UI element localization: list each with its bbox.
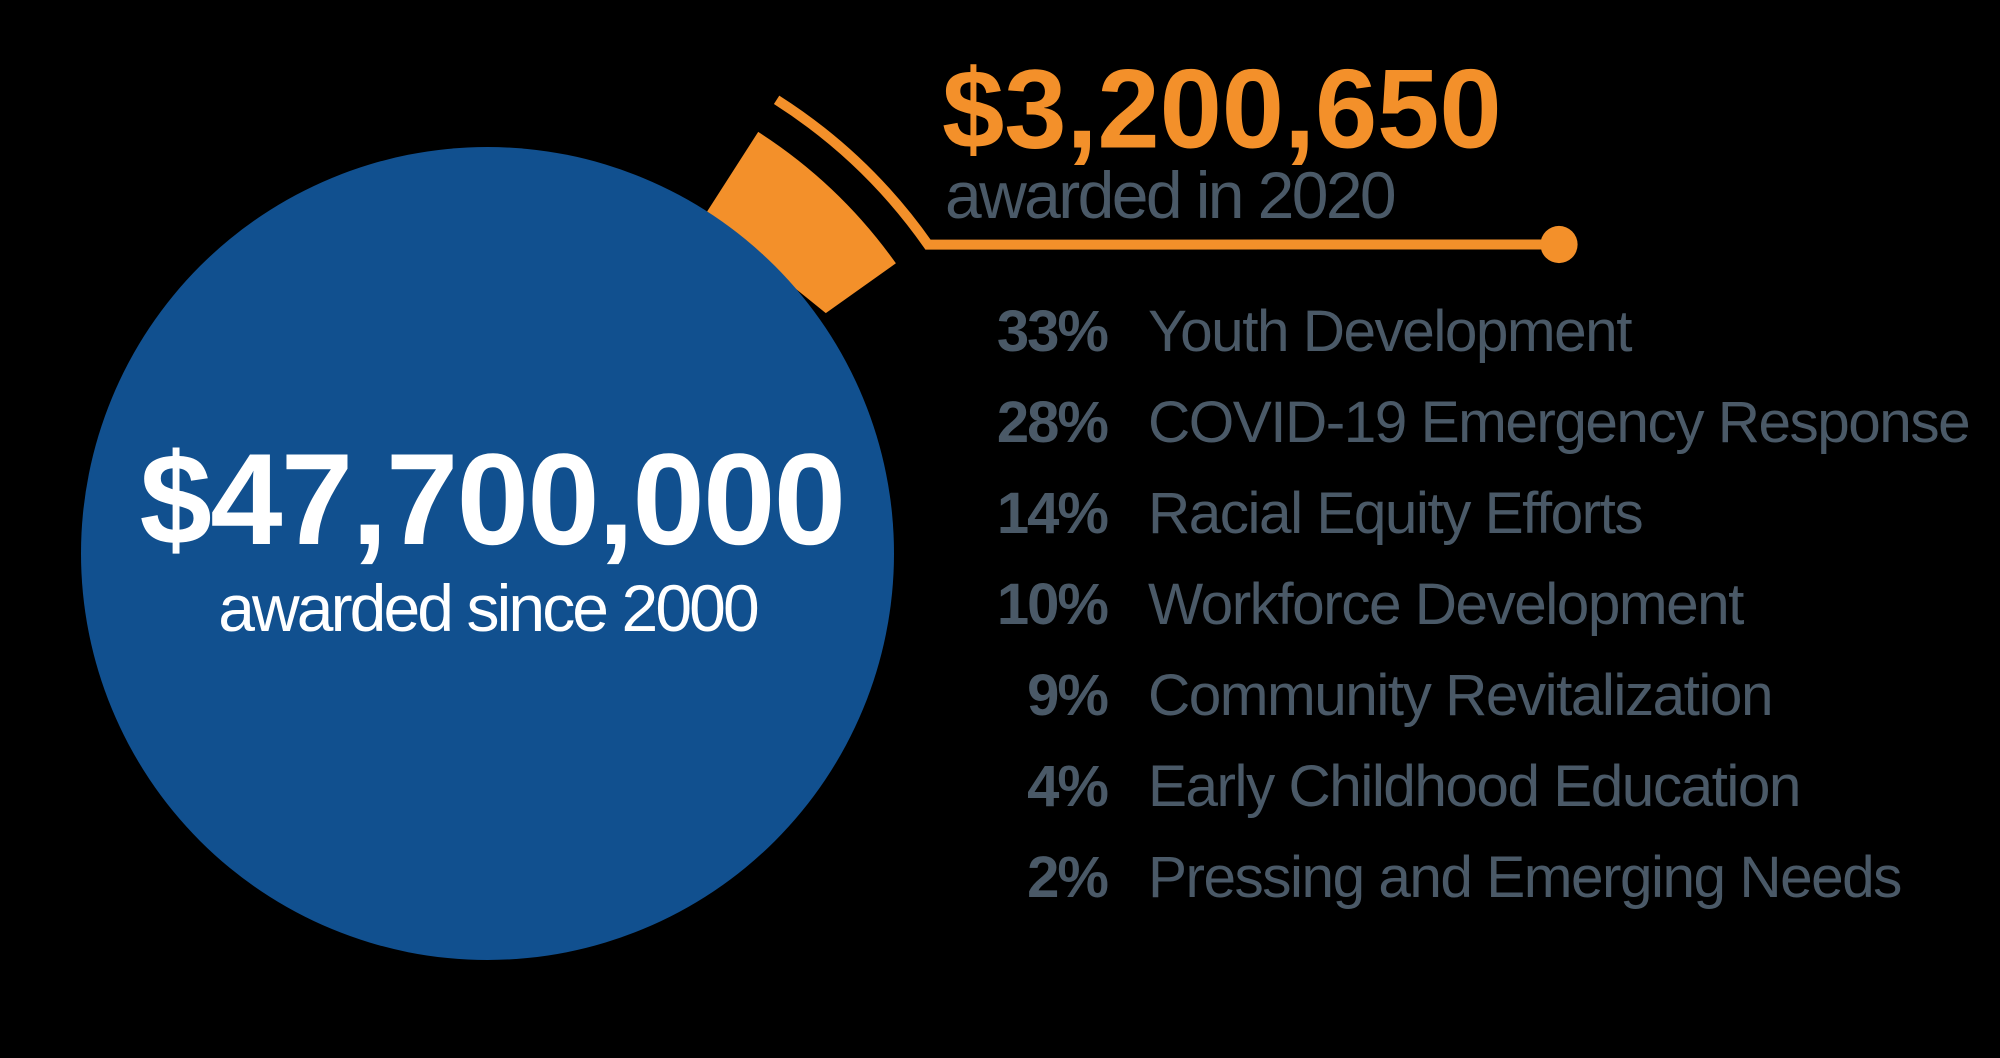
svg-text:14%: 14% xyxy=(997,481,1109,546)
svg-text:28%: 28% xyxy=(997,390,1109,455)
svg-text:$3,200,650: $3,200,650 xyxy=(942,47,1502,172)
svg-text:awarded in 2020: awarded in 2020 xyxy=(945,158,1395,232)
svg-text:10%: 10% xyxy=(997,572,1109,637)
svg-text:Pressing and Emerging Needs: Pressing and Emerging Needs xyxy=(1148,845,1901,910)
svg-text:4%: 4% xyxy=(1027,754,1108,819)
svg-text:Early Childhood Education: Early Childhood Education xyxy=(1148,754,1800,819)
svg-text:33%: 33% xyxy=(997,299,1109,364)
svg-text:Workforce Development: Workforce Development xyxy=(1148,572,1744,637)
svg-text:awarded since 2000: awarded since 2000 xyxy=(218,571,758,645)
svg-text:Community Revitalization: Community Revitalization xyxy=(1148,663,1772,728)
svg-text:Youth Development: Youth Development xyxy=(1148,299,1632,364)
svg-text:$47,700,000: $47,700,000 xyxy=(140,426,845,572)
svg-text:Racial Equity Efforts: Racial Equity Efforts xyxy=(1148,481,1642,546)
svg-text:2%: 2% xyxy=(1027,845,1108,910)
svg-text:COVID-19 Emergency Response: COVID-19 Emergency Response xyxy=(1148,390,1969,455)
svg-text:9%: 9% xyxy=(1027,663,1108,728)
